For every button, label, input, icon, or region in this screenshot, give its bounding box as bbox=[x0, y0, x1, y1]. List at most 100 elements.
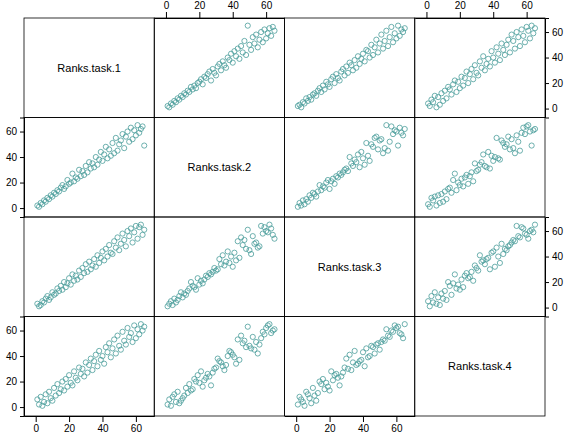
point bbox=[521, 125, 526, 130]
point bbox=[202, 378, 207, 383]
point bbox=[446, 186, 451, 191]
point bbox=[247, 42, 252, 47]
point bbox=[516, 234, 521, 239]
point bbox=[514, 133, 519, 138]
point bbox=[509, 32, 514, 37]
panel-frame bbox=[24, 118, 154, 218]
point bbox=[168, 403, 173, 408]
point bbox=[437, 200, 442, 205]
point bbox=[462, 75, 467, 80]
tick: 40 bbox=[545, 251, 564, 262]
point bbox=[123, 244, 128, 249]
point bbox=[491, 55, 496, 60]
axis: 0204060 bbox=[285, 416, 415, 434]
point bbox=[55, 382, 60, 387]
axis: 0204060 bbox=[155, 0, 285, 19]
point bbox=[242, 237, 247, 242]
tick: 0 bbox=[164, 0, 170, 18]
tick: 40 bbox=[488, 0, 500, 18]
point bbox=[110, 346, 115, 351]
point bbox=[355, 361, 360, 366]
panel-frame bbox=[154, 217, 284, 317]
point bbox=[262, 225, 267, 230]
point bbox=[262, 27, 267, 32]
point bbox=[449, 92, 454, 97]
panel: 02040600204060 bbox=[415, 0, 564, 118]
point bbox=[527, 36, 532, 41]
point bbox=[307, 396, 312, 401]
point bbox=[392, 31, 397, 36]
tick-mark bbox=[527, 12, 528, 18]
point bbox=[504, 42, 509, 47]
point bbox=[484, 61, 489, 66]
point bbox=[519, 225, 524, 230]
point bbox=[451, 177, 456, 182]
point bbox=[264, 36, 269, 41]
point bbox=[497, 260, 502, 265]
point bbox=[402, 322, 407, 327]
point bbox=[499, 138, 504, 143]
point bbox=[431, 300, 436, 305]
point bbox=[68, 180, 73, 185]
point bbox=[387, 35, 392, 40]
points bbox=[426, 222, 538, 309]
tick-mark bbox=[545, 32, 549, 33]
tick-label: 60 bbox=[391, 423, 403, 434]
point bbox=[310, 92, 315, 97]
point bbox=[208, 383, 213, 388]
point bbox=[474, 70, 479, 75]
point bbox=[190, 387, 195, 392]
point bbox=[238, 333, 243, 338]
point bbox=[474, 168, 479, 173]
point bbox=[524, 232, 529, 237]
point bbox=[329, 369, 334, 374]
point bbox=[330, 378, 335, 383]
point bbox=[265, 323, 270, 328]
point bbox=[362, 162, 367, 167]
tick: 20 bbox=[194, 0, 206, 18]
point bbox=[442, 288, 447, 293]
tick: 20 bbox=[545, 277, 564, 288]
point bbox=[262, 332, 267, 337]
point bbox=[322, 185, 327, 190]
points bbox=[295, 123, 407, 210]
point bbox=[481, 152, 486, 157]
panel: Ranks.task.4 bbox=[415, 317, 545, 417]
point bbox=[517, 235, 522, 240]
point bbox=[135, 327, 140, 332]
tick: 0 bbox=[545, 103, 558, 114]
point bbox=[95, 162, 100, 167]
point bbox=[324, 380, 329, 385]
point bbox=[254, 240, 259, 245]
point bbox=[522, 131, 527, 136]
point bbox=[487, 166, 492, 171]
point bbox=[267, 26, 272, 31]
axis-line bbox=[20, 317, 25, 417]
point bbox=[491, 158, 496, 163]
tick-label: 20 bbox=[325, 423, 337, 434]
point bbox=[517, 43, 522, 48]
point bbox=[178, 290, 183, 295]
axis: 0204060 bbox=[415, 0, 545, 19]
point bbox=[192, 285, 197, 290]
point bbox=[142, 143, 147, 148]
point bbox=[115, 148, 120, 153]
tick: 40 bbox=[97, 416, 109, 434]
point bbox=[197, 380, 202, 385]
point bbox=[227, 348, 232, 353]
tick-mark bbox=[266, 12, 267, 18]
point bbox=[92, 359, 97, 364]
point bbox=[223, 362, 228, 367]
point bbox=[56, 288, 61, 293]
point bbox=[107, 341, 112, 346]
tick: 0 bbox=[424, 0, 430, 18]
tick: 40 bbox=[228, 0, 240, 18]
point bbox=[345, 70, 350, 75]
point bbox=[78, 174, 83, 179]
point bbox=[374, 342, 379, 347]
point bbox=[484, 256, 489, 261]
tick-mark bbox=[20, 407, 24, 408]
point bbox=[472, 161, 477, 166]
point bbox=[532, 222, 537, 227]
tick-label: 40 bbox=[228, 0, 240, 11]
